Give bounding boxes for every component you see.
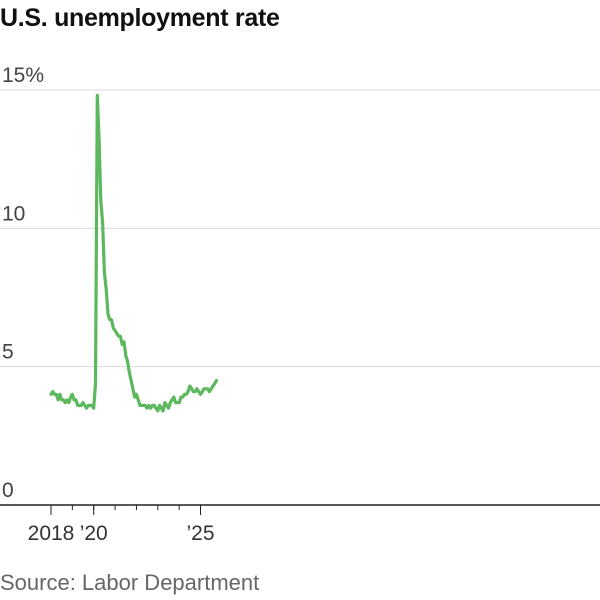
gridlines	[0, 89, 600, 368]
chart-title: U.S. unemployment rate	[0, 4, 280, 32]
x-tick-label: ’25	[187, 522, 215, 545]
y-axis-ticks: 15% 10 5 0	[2, 64, 44, 502]
unemployment-rate-line	[49, 93, 219, 413]
series-lines	[49, 93, 219, 413]
y-tick-label: 15%	[2, 64, 44, 87]
x-tick-label: 2018	[28, 522, 75, 545]
y-tick-label: 5	[2, 341, 14, 364]
y-tick-label: 0	[2, 479, 14, 502]
x-tick-label: ’20	[80, 522, 108, 545]
y-tick-label: 10	[2, 202, 25, 225]
x-axis: 2018’20 ’25	[0, 504, 600, 545]
source-note: Source: Labor Department	[0, 570, 260, 595]
